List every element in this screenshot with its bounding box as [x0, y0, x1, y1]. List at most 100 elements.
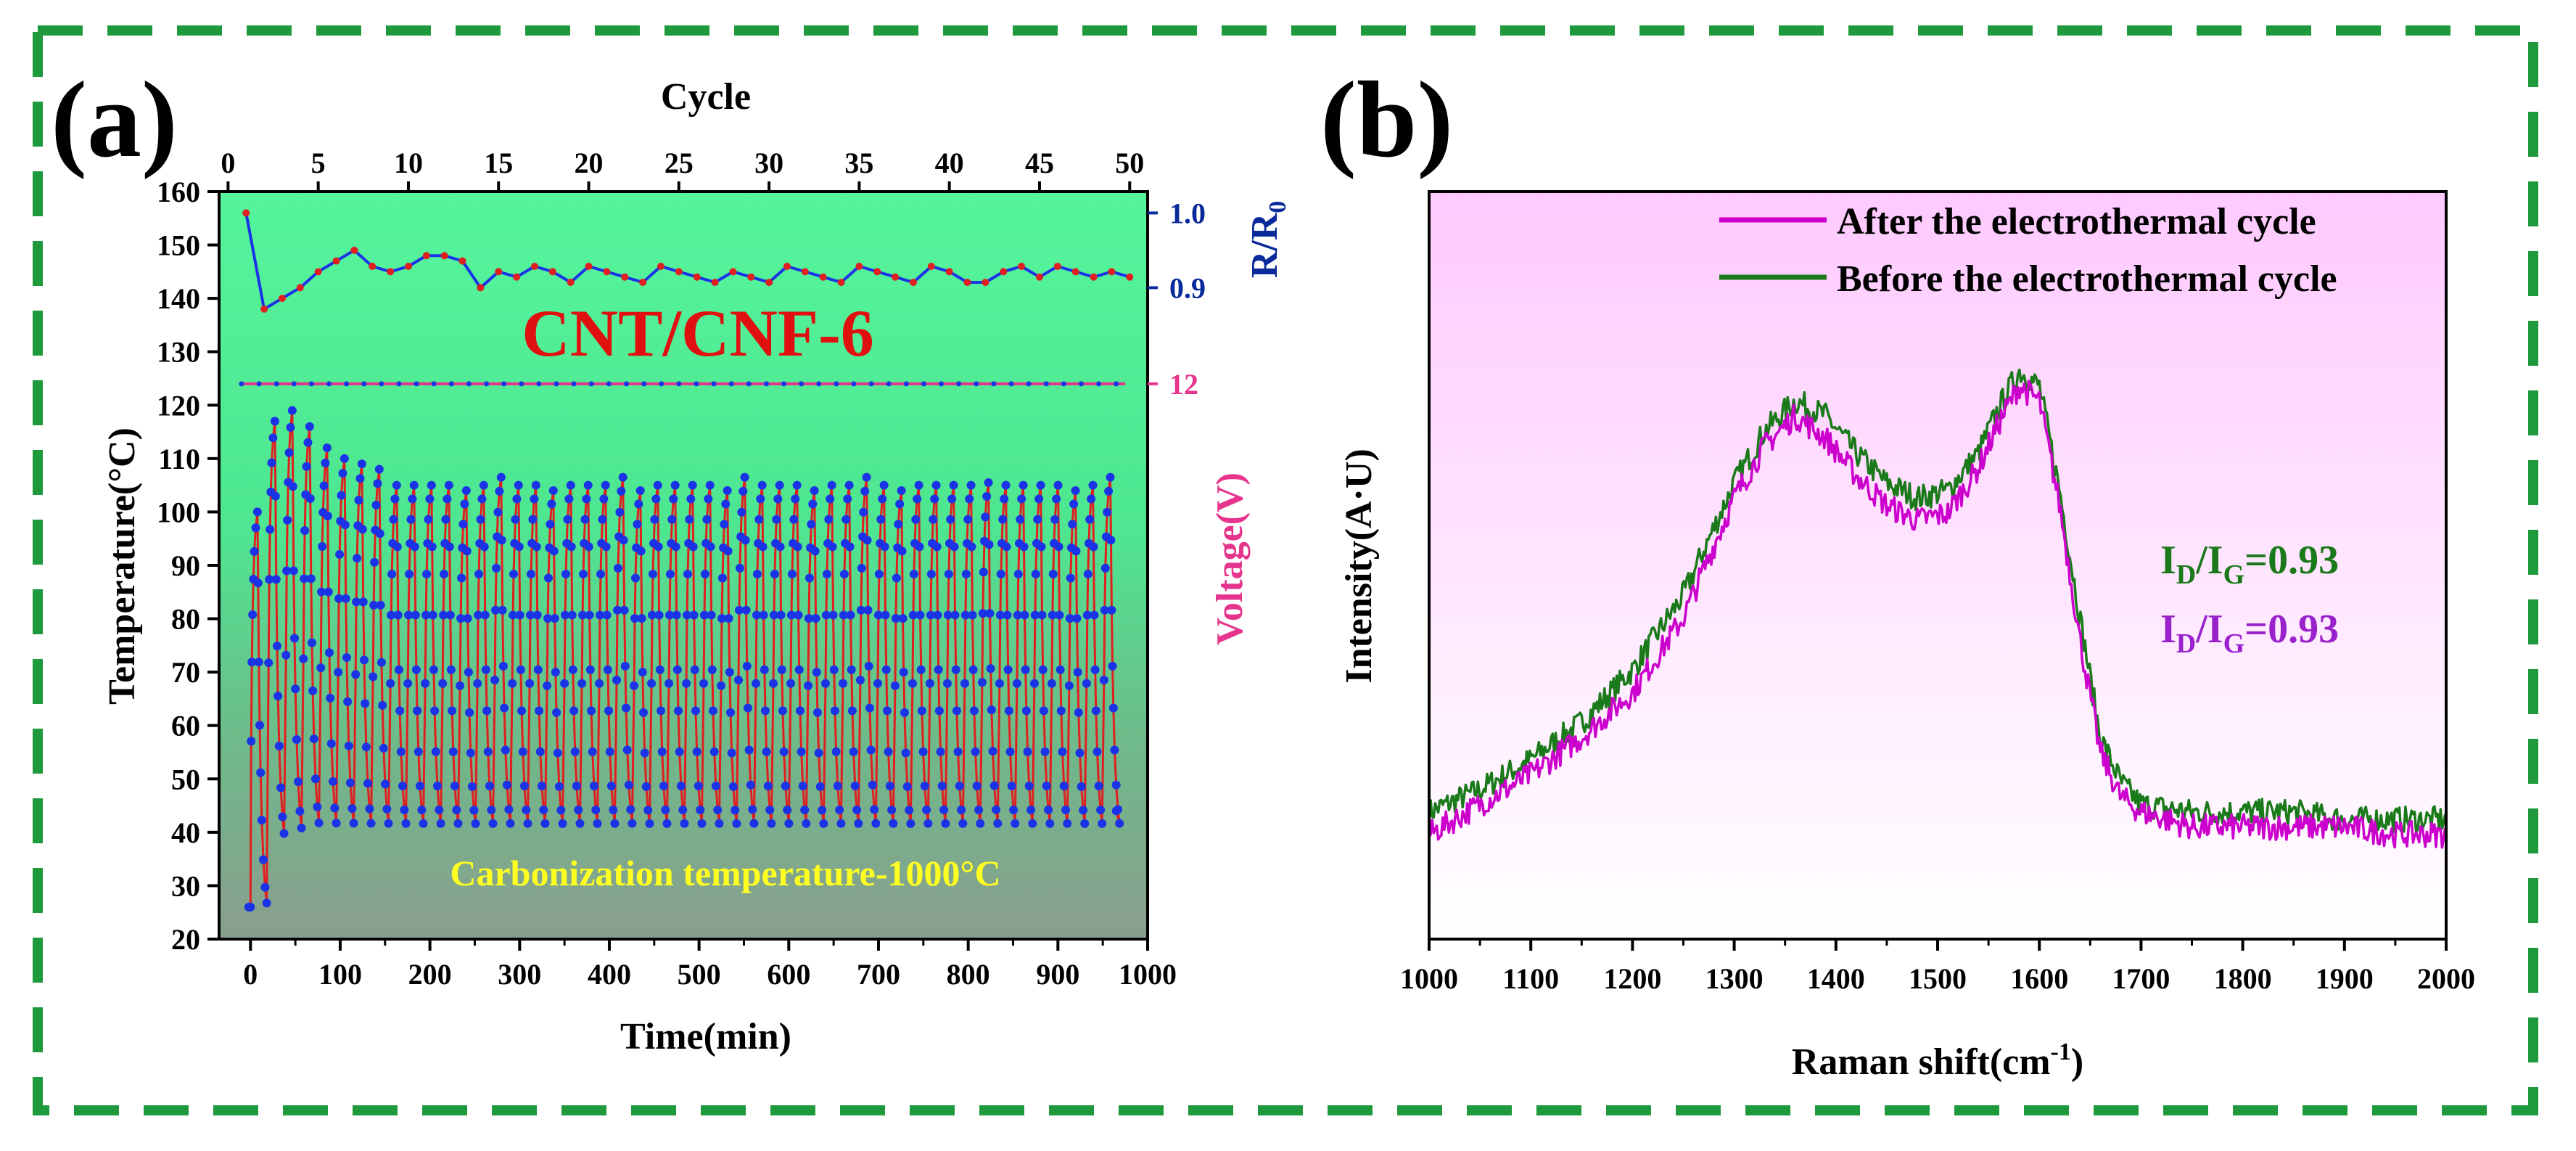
temperature-point: [708, 706, 717, 716]
temperature-point: [992, 805, 1001, 814]
temperature-tick-label: 120: [157, 389, 200, 422]
temperature-point: [960, 610, 970, 620]
temperature-point: [283, 515, 292, 525]
temperature-point: [1059, 781, 1069, 790]
resistance-ratio-point: [945, 268, 953, 276]
temperature-point: [438, 679, 448, 688]
resistance-ratio-point: [387, 268, 395, 276]
voltage-point: [834, 381, 839, 387]
temperature-point: [865, 703, 874, 713]
temperature-point: [514, 542, 524, 552]
resistance-ratio-point: [1018, 263, 1026, 270]
temperature-point: [286, 422, 295, 432]
temperature-point: [706, 542, 715, 552]
time-tick-label: 500: [678, 958, 721, 991]
temperature-point: [591, 805, 601, 814]
temperature-point: [881, 610, 890, 620]
temperature-point: [259, 855, 268, 864]
raman-tick-label: 1700: [2112, 962, 2170, 995]
temperature-point: [1037, 610, 1047, 620]
temperature-point: [1044, 805, 1053, 814]
temperature-point: [650, 515, 659, 524]
temperature-point: [585, 610, 594, 620]
temperature-point: [682, 679, 691, 688]
temperature-point: [757, 480, 767, 490]
resistance-ratio-point: [1126, 273, 1134, 281]
resistance-ratio-point: [657, 263, 664, 270]
voltage-point: [694, 381, 699, 387]
temperature-point: [577, 679, 587, 688]
voltage-axis-title-text: Voltage(V): [1209, 472, 1251, 645]
temperature-point: [1058, 747, 1067, 756]
temperature-point: [1069, 499, 1079, 509]
temperature-point: [760, 706, 770, 716]
temperature-point: [765, 805, 775, 814]
temperature-point: [347, 804, 357, 814]
temperature-point: [849, 747, 858, 756]
temperature-point: [824, 515, 834, 524]
resistance-ratio-point: [909, 279, 917, 287]
temperature-point: [389, 515, 398, 524]
temperature-point: [810, 486, 819, 495]
temperature-point: [1071, 486, 1080, 495]
voltage-point: [1043, 381, 1049, 387]
temperature-point: [833, 781, 842, 790]
temperature-point: [754, 515, 764, 524]
temperature-point: [382, 804, 392, 814]
resistance-ratio-point: [1071, 268, 1079, 276]
temperature-point: [384, 819, 393, 828]
temperature-point: [1065, 614, 1074, 623]
resistance-ratio-point: [801, 268, 809, 276]
temperature-point: [871, 819, 881, 828]
temperature-point: [683, 610, 692, 620]
temperature-tick-label: 60: [171, 710, 200, 742]
temperature-point: [324, 587, 333, 597]
temperature-point: [648, 610, 657, 620]
temperature-point: [266, 525, 275, 534]
temperature-point: [630, 681, 639, 690]
temperature-point: [828, 610, 838, 620]
raman-tick-label: 1300: [1705, 962, 1764, 995]
temperature-point: [1107, 605, 1116, 615]
temperature-point: [268, 433, 278, 443]
temperature-point: [485, 781, 494, 790]
temperature-point: [392, 542, 402, 552]
temperature-point: [655, 665, 664, 674]
cycle-tick-label: 45: [1025, 147, 1054, 179]
r-ratio-tick-label: 0.9: [1169, 271, 1206, 304]
temperature-point: [717, 614, 726, 623]
temperature-point: [820, 679, 830, 688]
temperature-point: [606, 781, 616, 790]
temperature-point: [902, 782, 912, 791]
temperature-point: [752, 610, 761, 620]
temperature-point: [282, 566, 292, 576]
temperature-point: [1073, 668, 1082, 677]
temperature-point: [637, 614, 646, 623]
time-tick-label: 100: [318, 958, 362, 991]
temperature-point: [1108, 661, 1117, 671]
temperature-point: [950, 542, 959, 552]
temperature-tick-label: 100: [157, 496, 200, 528]
temperature-point: [653, 480, 662, 490]
temperature-point: [421, 679, 430, 688]
temperature-tick-label: 130: [157, 336, 200, 369]
temperature-point: [749, 819, 759, 828]
temperature-point: [1031, 570, 1040, 579]
voltage-tick-label: 12: [1169, 368, 1198, 401]
temperature-point: [1110, 745, 1119, 755]
temperature-point: [323, 512, 332, 521]
temperature-point: [506, 819, 515, 828]
temperature-point: [769, 679, 778, 688]
temperature-point: [413, 747, 423, 756]
temperature-tick-label: 90: [171, 549, 200, 582]
temperature-point: [770, 570, 779, 579]
panel-a-label: (a): [51, 60, 178, 180]
id-ig-annotation-purple: ID/IG=0.93: [2160, 607, 2339, 659]
temperature-point: [864, 661, 873, 671]
temperature-point: [808, 499, 818, 509]
voltage-point: [308, 381, 314, 387]
temperature-point: [792, 480, 802, 490]
temperature-point: [476, 515, 485, 524]
temperature-point: [564, 494, 574, 504]
temperature-point: [966, 480, 976, 490]
